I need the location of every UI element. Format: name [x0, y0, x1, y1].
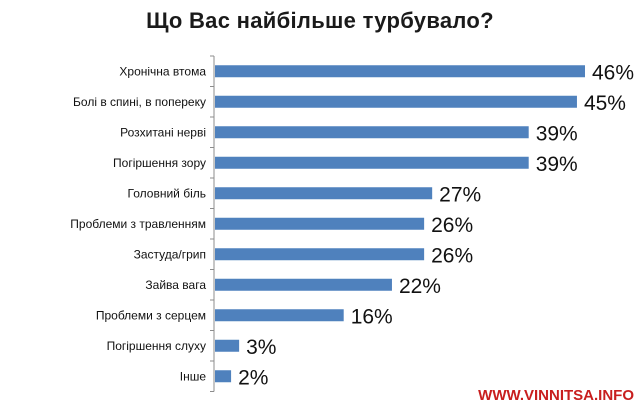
value-label: 26%	[431, 244, 473, 267]
category-label: Інше	[180, 369, 207, 383]
category-label: Розхитані нерві	[120, 125, 206, 139]
value-label: 16%	[351, 305, 393, 328]
bar	[215, 187, 433, 200]
bar	[215, 309, 344, 322]
value-label: 45%	[584, 92, 626, 115]
bar	[215, 65, 585, 78]
value-label: 3%	[246, 336, 276, 359]
value-label: 2%	[238, 366, 268, 389]
category-label: Головний біль	[128, 186, 206, 200]
value-label: 46%	[592, 61, 634, 84]
watermark-text: WWW.VINNITSA.INFO	[478, 387, 634, 404]
bar	[215, 156, 529, 169]
category-label: Проблеми з серцем	[96, 308, 206, 322]
category-label: Зайва вага	[145, 278, 206, 292]
bar	[215, 126, 529, 139]
bar	[215, 339, 240, 352]
value-label: 39%	[536, 122, 578, 145]
bars-layer	[215, 65, 585, 383]
category-label: Болі в спині, в попереку	[73, 95, 206, 109]
bar	[215, 278, 392, 291]
category-label: Застуда/грип	[134, 247, 206, 261]
chart-title: Що Вас найбільше турбувало?	[146, 8, 494, 33]
category-label: Погіршення зору	[113, 156, 206, 170]
value-label: 27%	[439, 183, 481, 206]
category-label: Хронічна втома	[119, 64, 206, 78]
bar	[215, 370, 232, 383]
bar	[215, 95, 577, 108]
bar	[215, 217, 425, 230]
category-label: Погіршення слуху	[107, 339, 206, 353]
category-label: Проблеми з травленням	[70, 217, 206, 231]
bar	[215, 248, 425, 261]
value-label: 26%	[431, 214, 473, 237]
value-label: 39%	[536, 153, 578, 176]
labels-layer: Хронічна втома 46% Болі в спині, в поперек…	[70, 55, 634, 392]
value-label: 22%	[399, 275, 441, 298]
